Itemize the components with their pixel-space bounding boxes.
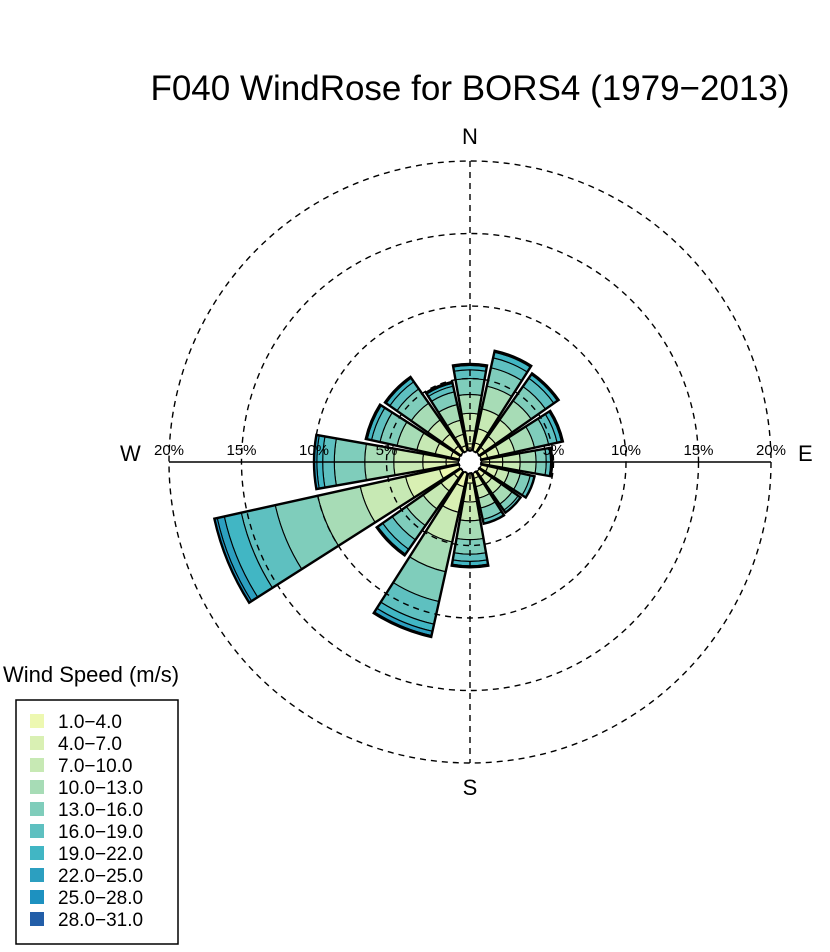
ring-label-east-3: 20% — [756, 442, 786, 459]
polar-grid — [168, 160, 772, 764]
legend-swatch-2 — [30, 758, 44, 772]
legend-label-5: 16.0−19.0 — [58, 822, 143, 843]
ring-label-east-0: 5% — [543, 442, 565, 459]
legend-label-3: 10.0−13.0 — [58, 778, 143, 799]
legend-title: Wind Speed (m/s) — [3, 662, 179, 687]
ring-label-east-1: 10% — [611, 442, 641, 459]
legend-label-9: 28.0−31.0 — [58, 910, 143, 931]
legend-label-7: 22.0−25.0 — [58, 866, 143, 887]
legend-label-8: 25.0−28.0 — [58, 888, 143, 909]
compass-label-south: S — [463, 775, 478, 800]
legend-swatch-1 — [30, 736, 44, 750]
ring-labels: 5% 5% 10% 10% 15% 15% 20% 20% — [154, 442, 786, 459]
ring-label-west-2: 15% — [226, 442, 256, 459]
legend-swatch-3 — [30, 780, 44, 794]
ring-label-east-2: 15% — [683, 442, 713, 459]
ring-label-west-3: 20% — [154, 442, 184, 459]
chart-title: F040 WindRose for BORS4 (1979−2013) — [150, 69, 789, 108]
legend: 1.0−4.04.0−7.07.0−10.010.0−13.013.0−16.0… — [30, 712, 143, 931]
legend-swatch-4 — [30, 802, 44, 816]
legend-swatch-0 — [30, 714, 44, 728]
legend-label-4: 13.0−16.0 — [58, 800, 143, 821]
ring-label-west-1: 10% — [299, 442, 329, 459]
compass-label-west: W — [120, 441, 141, 466]
legend-label-1: 4.0−7.0 — [58, 734, 122, 755]
legend-swatch-5 — [30, 824, 44, 838]
legend-label-0: 1.0−4.0 — [58, 712, 122, 733]
ring-label-west-0: 5% — [376, 442, 398, 459]
compass-label-east: E — [798, 441, 813, 466]
calm-circle — [458, 450, 482, 474]
legend-swatch-9 — [30, 912, 44, 926]
petals — [212, 349, 565, 639]
legend-label-2: 7.0−10.0 — [58, 756, 133, 777]
compass-label-north: N — [462, 124, 478, 149]
legend-swatch-7 — [30, 868, 44, 882]
legend-swatch-8 — [30, 890, 44, 904]
legend-label-6: 19.0−22.0 — [58, 844, 143, 865]
legend-swatch-6 — [30, 846, 44, 860]
